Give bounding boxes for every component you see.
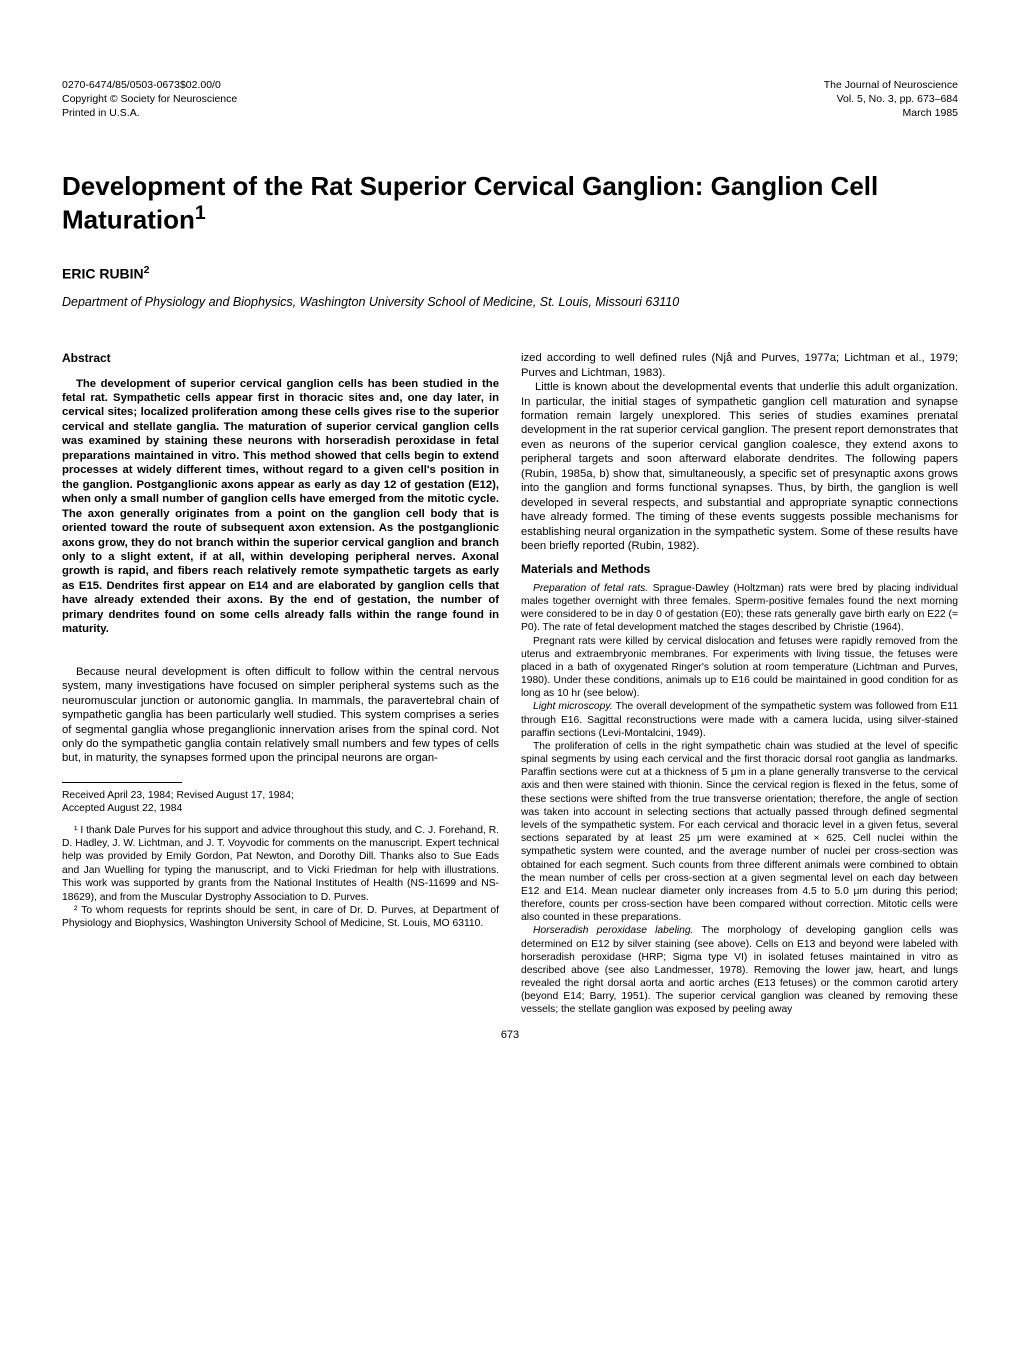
received-date: Received April 23, 1984; Revised August … bbox=[62, 789, 499, 802]
footnote-block: Received April 23, 1984; Revised August … bbox=[62, 789, 499, 931]
header-right: The Journal of Neuroscience Vol. 5, No. … bbox=[824, 78, 958, 121]
volume-issue: Vol. 5, No. 3, pp. 673–684 bbox=[824, 92, 958, 106]
intro-paragraph-2: Little is known about the developmental … bbox=[521, 380, 958, 553]
methods-prep-lead: Preparation of fetal rats. bbox=[533, 583, 648, 594]
copyright-code: 0270-6474/85/0503-0673$02.00/0 bbox=[62, 78, 237, 92]
page-number: 673 bbox=[62, 1029, 958, 1041]
intro-continuation: ized according to well defined rules (Nj… bbox=[521, 351, 958, 380]
header-left: 0270-6474/85/0503-0673$02.00/0 Copyright… bbox=[62, 78, 237, 121]
acknowledgment-footnote: ¹ I thank Dale Purves for his support an… bbox=[62, 824, 499, 904]
running-header: 0270-6474/85/0503-0673$02.00/0 Copyright… bbox=[62, 78, 958, 121]
abstract-heading: Abstract bbox=[62, 351, 499, 366]
methods-hrp: Horseradish peroxidase labeling. The mor… bbox=[521, 924, 958, 1016]
affiliation: Department of Physiology and Biophysics,… bbox=[62, 295, 958, 309]
title-footnote-marker: 1 bbox=[195, 202, 206, 224]
methods-lm-lead: Light microscopy. bbox=[533, 701, 613, 712]
printed-line: Printed in U.S.A. bbox=[62, 106, 237, 120]
two-column-body: Abstract The development of superior cer… bbox=[62, 351, 958, 1016]
column-left: Abstract The development of superior cer… bbox=[62, 351, 499, 1016]
methods-hrp-body: The morphology of developing ganglion ce… bbox=[521, 925, 958, 1015]
methods-prep-2: Pregnant rats were killed by cervical di… bbox=[521, 635, 958, 701]
accepted-date: Accepted August 22, 1984 bbox=[62, 802, 499, 815]
methods-prep: Preparation of fetal rats. Sprague-Dawle… bbox=[521, 582, 958, 635]
correspondence-footnote: ² To whom requests for reprints should b… bbox=[62, 904, 499, 931]
methods-proliferation: The proliferation of cells in the right … bbox=[521, 740, 958, 924]
methods-heading: Materials and Methods bbox=[521, 562, 958, 577]
methods-light-microscopy: Light microscopy. The overall developmen… bbox=[521, 700, 958, 740]
column-right: ized according to well defined rules (Nj… bbox=[521, 351, 958, 1016]
copyright-line: Copyright © Society for Neuroscience bbox=[62, 92, 237, 106]
issue-date: March 1985 bbox=[824, 106, 958, 120]
author-footnote-marker: 2 bbox=[144, 264, 150, 276]
article-title: Development of the Rat Superior Cervical… bbox=[62, 171, 958, 236]
methods-hrp-lead: Horseradish peroxidase labeling. bbox=[533, 925, 694, 936]
title-text: Development of the Rat Superior Cervical… bbox=[62, 171, 878, 235]
intro-paragraph: Because neural development is often diff… bbox=[62, 665, 499, 766]
abstract-text: The development of superior cervical gan… bbox=[62, 377, 499, 637]
author-name: ERIC RUBIN bbox=[62, 265, 144, 281]
footnote-rule bbox=[62, 782, 182, 783]
author-line: ERIC RUBIN2 bbox=[62, 264, 958, 282]
journal-name: The Journal of Neuroscience bbox=[824, 78, 958, 92]
